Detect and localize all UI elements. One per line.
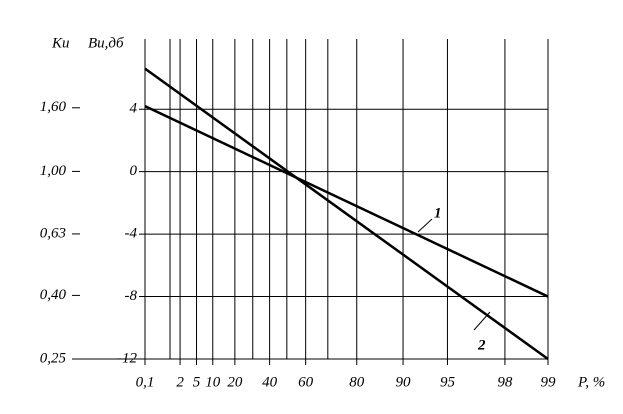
y-tick-label: 4 (130, 101, 138, 117)
x-tick-label: 95 (440, 374, 456, 390)
y-tick-label: -12 (117, 350, 137, 366)
y2-tick-label: 0,63 (40, 225, 66, 241)
y-tick-label: -8 (125, 288, 138, 304)
y-tick-label: -4 (125, 226, 138, 242)
x-tick-label: 90 (396, 374, 412, 390)
x-tick-label: 2 (176, 374, 184, 390)
x-axis-title: P, % (577, 374, 605, 390)
y-axis-title: Bи,дб (88, 35, 124, 51)
leader-line (473, 311, 491, 331)
x-tick-label: 98 (497, 374, 513, 390)
data-line (144, 67, 549, 361)
x-tick-label: 80 (349, 374, 365, 390)
x-tick-label: 5 (193, 374, 201, 390)
data-line (144, 104, 549, 298)
y-tick-label: 0 (130, 163, 138, 179)
y2-tick-label: 1,00 (40, 163, 67, 179)
x-tick-label: 60 (298, 374, 314, 390)
x-tick-label: 20 (227, 374, 243, 390)
y2-tick-label: 1,60 (40, 99, 67, 115)
leader-line (417, 218, 433, 233)
x-tick-label: 40 (262, 374, 278, 390)
x-tick-label: 10 (205, 374, 221, 390)
x-tick-label: 0,1 (136, 374, 155, 390)
series-label: 1 (434, 205, 442, 221)
x-tick-label: 99 (541, 374, 557, 390)
y2-tick-label: 0,40 (40, 287, 67, 303)
series-label: 2 (477, 337, 486, 353)
y2-axis-title: Kи (51, 35, 70, 51)
y2-tick-label: 0,25 (40, 350, 67, 366)
